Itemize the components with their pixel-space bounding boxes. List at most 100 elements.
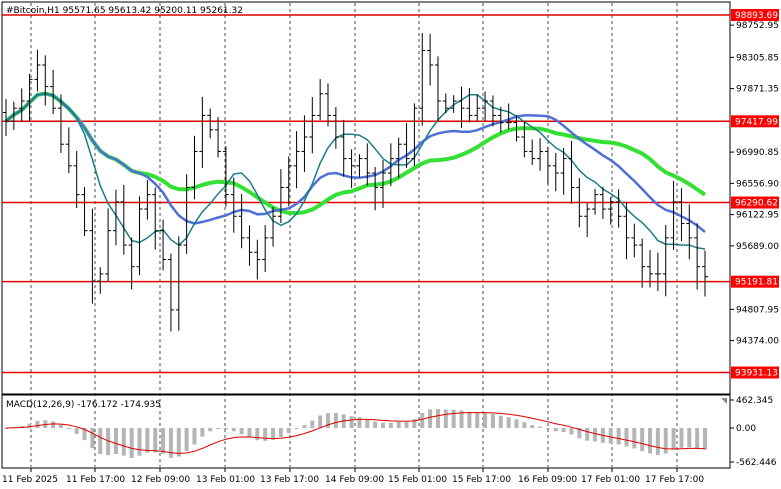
macd-bar bbox=[90, 428, 95, 449]
price-tick-label: 96556.90 bbox=[736, 179, 779, 189]
macd-bar bbox=[271, 428, 276, 440]
candle bbox=[505, 103, 512, 130]
macd-bar bbox=[593, 428, 598, 442]
candle bbox=[615, 189, 622, 228]
price-tick-label: 96122.95 bbox=[736, 211, 779, 221]
price-tick-label: 94807.95 bbox=[736, 305, 779, 315]
candle bbox=[254, 239, 261, 280]
candles bbox=[3, 32, 708, 332]
macd-bar bbox=[106, 428, 111, 456]
candle bbox=[42, 55, 49, 106]
candle bbox=[18, 88, 25, 123]
candle bbox=[34, 49, 41, 92]
candle bbox=[73, 151, 80, 209]
macd-bar bbox=[333, 413, 338, 428]
candle bbox=[678, 188, 685, 241]
candle bbox=[325, 83, 332, 127]
horizontal-levels: 98893.69 97417.99 96290.62 95191.81 93931.13 bbox=[2, 9, 779, 379]
macd-bar bbox=[695, 428, 700, 449]
macd-bar bbox=[294, 428, 299, 430]
candle bbox=[112, 189, 119, 246]
candle bbox=[442, 93, 449, 114]
macd-bar bbox=[27, 423, 32, 428]
candle bbox=[293, 131, 300, 189]
candle bbox=[270, 206, 277, 247]
macd-bar bbox=[247, 428, 252, 438]
time-tick-label: 12 Feb 09:00 bbox=[131, 475, 190, 485]
candle bbox=[372, 167, 379, 211]
macd-bar bbox=[561, 428, 566, 433]
price-tick-label: 98752.95 bbox=[736, 21, 779, 31]
time-tick-label: 14 Feb 09:00 bbox=[325, 475, 384, 485]
macd-bar bbox=[569, 428, 574, 435]
macd-bar bbox=[506, 417, 511, 428]
macd-bar bbox=[66, 428, 71, 429]
macd-bar bbox=[412, 419, 417, 428]
candle bbox=[152, 187, 159, 250]
macd-bar bbox=[380, 422, 385, 428]
candle bbox=[379, 160, 386, 209]
candle bbox=[631, 223, 638, 258]
macd-axis: 462.345 0.00 -562.446 bbox=[730, 396, 777, 468]
macd-tick-label: 462.345 bbox=[736, 396, 773, 406]
time-tick-label: 11 Feb 2025 bbox=[2, 475, 58, 485]
candle bbox=[340, 119, 347, 177]
candle bbox=[301, 115, 308, 172]
candle bbox=[246, 225, 253, 266]
candle bbox=[662, 224, 669, 297]
time-tick-label: 13 Feb 17:00 bbox=[260, 475, 319, 485]
candle bbox=[97, 267, 104, 294]
candle bbox=[450, 95, 457, 113]
candle bbox=[623, 201, 630, 260]
candle bbox=[317, 79, 324, 121]
time-tick-label: 11 Feb 17:00 bbox=[66, 475, 125, 485]
candle bbox=[458, 86, 465, 129]
candle bbox=[560, 147, 567, 195]
candle bbox=[411, 103, 418, 166]
macd-bar bbox=[239, 428, 244, 435]
ma-blue-line bbox=[5, 92, 706, 233]
macd-bar bbox=[459, 410, 464, 428]
candle bbox=[183, 174, 190, 254]
price-axis: 98752.95 98305.85 97871.35 96990.85 96556.90… bbox=[730, 21, 779, 347]
macd-bar bbox=[396, 421, 401, 428]
candle bbox=[175, 236, 182, 331]
macd-bar bbox=[192, 428, 197, 445]
candle bbox=[207, 108, 214, 139]
candle bbox=[702, 250, 708, 297]
candle bbox=[222, 146, 229, 207]
candle bbox=[160, 219, 167, 271]
macd-bar bbox=[278, 428, 283, 437]
candle bbox=[10, 101, 17, 131]
level-price-box bbox=[731, 196, 779, 209]
macd-bar bbox=[545, 428, 550, 429]
macd-tick-label: -562.446 bbox=[736, 458, 777, 468]
macd-bar bbox=[200, 428, 205, 437]
candle bbox=[482, 91, 489, 122]
candle bbox=[694, 223, 701, 290]
level-price-label: 97417.99 bbox=[735, 117, 778, 127]
candle bbox=[607, 196, 614, 225]
macd-bar bbox=[420, 412, 425, 428]
macd-bar bbox=[655, 428, 660, 456]
candle bbox=[277, 169, 284, 224]
macd-bar bbox=[216, 428, 221, 429]
candle bbox=[654, 252, 661, 291]
candle bbox=[128, 237, 135, 290]
macd-bar bbox=[632, 428, 637, 449]
candle bbox=[529, 139, 536, 165]
candle bbox=[513, 115, 520, 142]
candle bbox=[57, 94, 64, 153]
time-tick-label: 17 Feb 17:00 bbox=[645, 475, 704, 485]
macd-bar bbox=[498, 415, 503, 428]
macd-bar bbox=[373, 421, 378, 428]
macd-bar bbox=[82, 428, 87, 441]
candle bbox=[489, 95, 496, 127]
macd-bar bbox=[223, 428, 228, 430]
macd-bar bbox=[640, 428, 645, 452]
symbol-info: #Bitcoin,H1 95571.65 95613.42 95200.11 9… bbox=[6, 6, 243, 16]
candle bbox=[427, 33, 434, 86]
chart-shift-icon[interactable] bbox=[721, 398, 727, 404]
macd-bar bbox=[451, 409, 456, 428]
